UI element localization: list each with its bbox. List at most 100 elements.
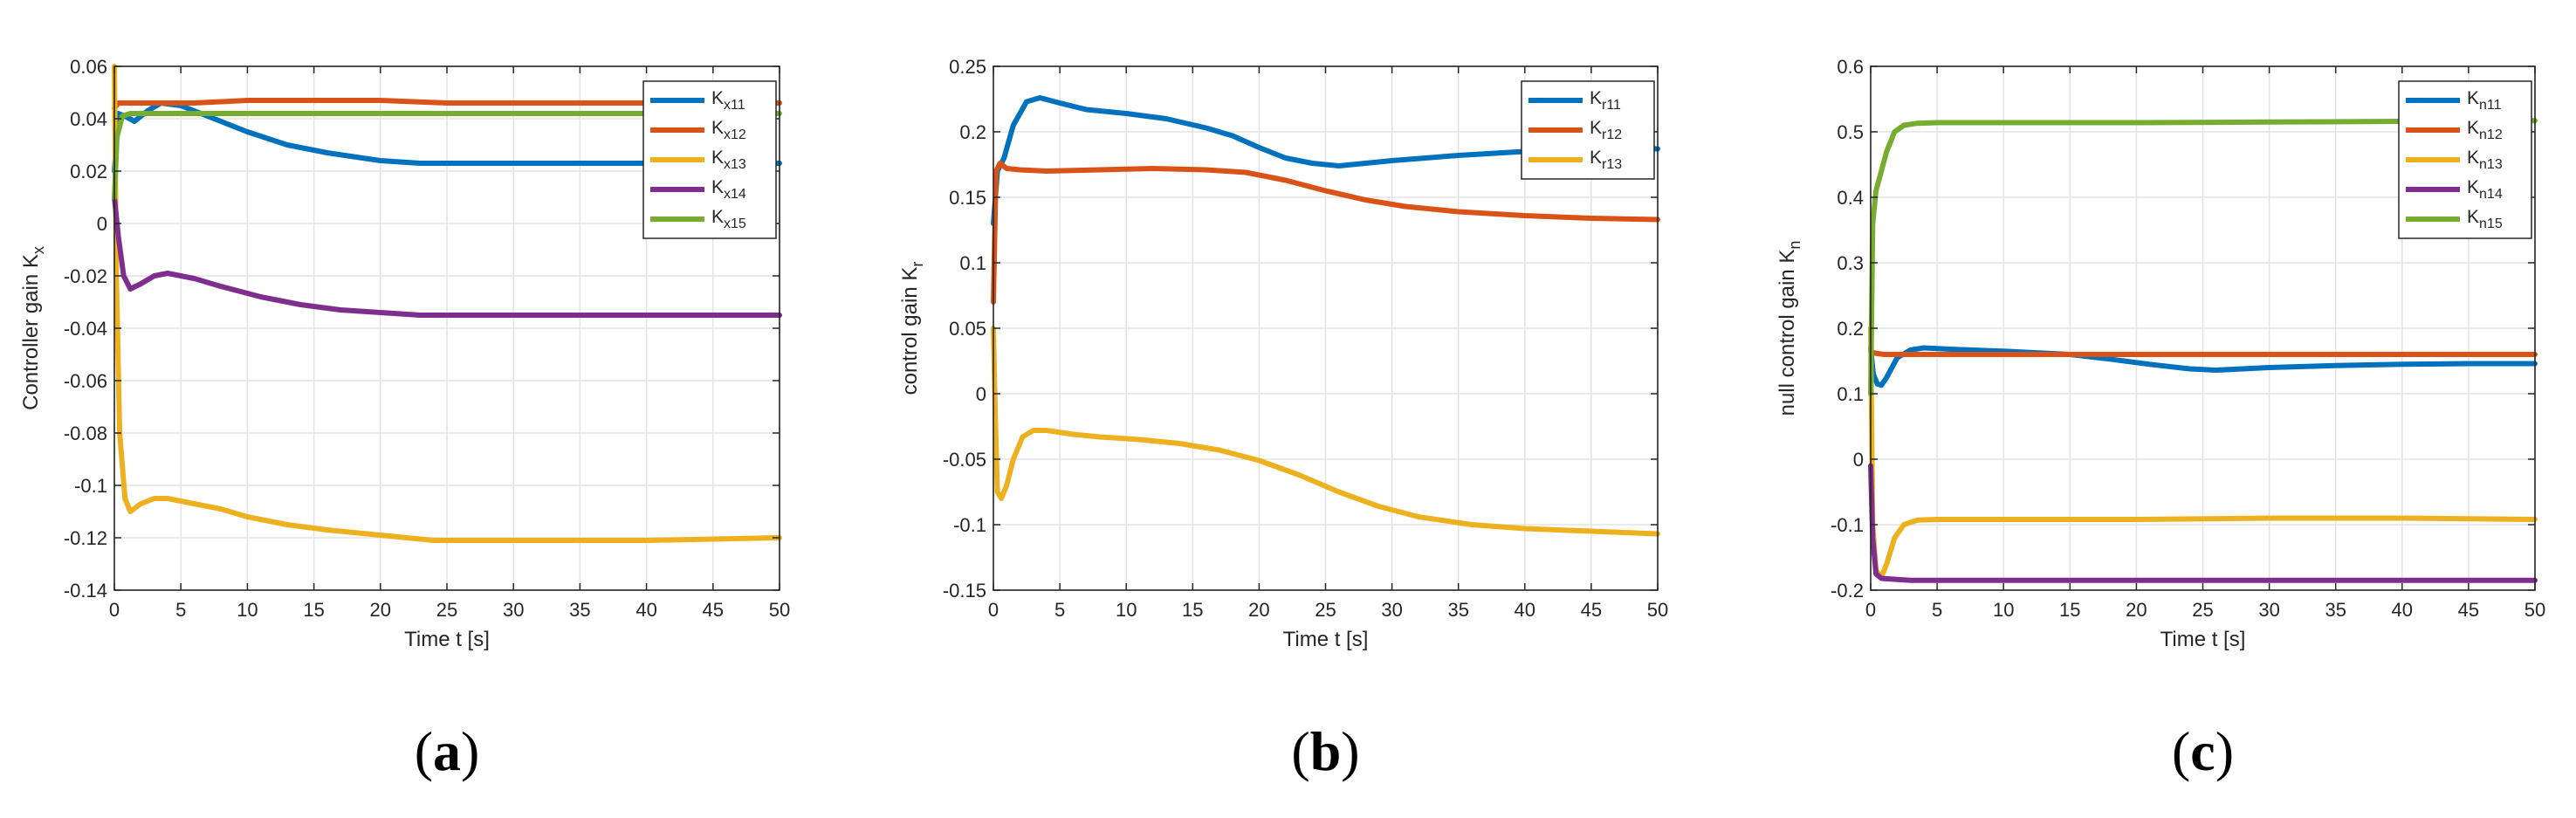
legend-entry-subscript: n11: [2479, 98, 2502, 113]
y-tick-label: 0.06: [70, 56, 107, 78]
series-line-kn15: [1868, 118, 2538, 396]
y-tick-label: 0: [1853, 449, 1864, 471]
y-tick-label: 0.5: [1837, 121, 1864, 143]
series-line-kx14: [112, 195, 782, 318]
y-tick-label: 0: [97, 213, 107, 235]
legend-entry-main: K: [2467, 88, 2479, 108]
legend-entry-subscript: r13: [1602, 157, 1622, 172]
y-tick-label: 0.05: [949, 318, 986, 340]
legend-entry-subscript: x13: [724, 157, 746, 172]
x-tick-label: 45: [1581, 599, 1602, 621]
legend-entry: Kn11: [2467, 88, 2502, 113]
y-tick-label: 0.4: [1837, 187, 1864, 209]
y-axis-label: control gain Kr: [898, 262, 926, 395]
y-tick-label: 0: [976, 383, 986, 405]
y-tick-label: -0.1: [1831, 514, 1864, 536]
legend-entry: Kr12: [1590, 118, 1622, 142]
x-tick-label: 50: [769, 599, 790, 621]
x-axis-label: Time t [s]: [404, 628, 490, 651]
x-tick-label: 35: [2325, 599, 2346, 621]
legend-entry-main: K: [2467, 118, 2479, 138]
x-tick-label: 35: [1447, 599, 1468, 621]
chart-panel-a: 0 5 10 15 20 25 30 35 40 45 50 -0.14 -0.12 -0.1 -0.08 -…: [19, 56, 790, 782]
legend-entry-subscript: n14: [2479, 187, 2503, 202]
series-line-kr11: [991, 95, 1660, 226]
y-tick-label: -0.1: [74, 475, 107, 497]
panel-label-open-paren: (: [415, 720, 433, 782]
legend-entry-subscript: x12: [724, 127, 746, 142]
x-tick-label: 10: [237, 599, 258, 621]
panel-label-open-paren: (: [1291, 720, 1309, 782]
legend-entry-main: K: [711, 207, 724, 227]
x-tick-label: 10: [1993, 599, 2014, 621]
x-tick-label: 30: [503, 599, 524, 621]
y-tick-label: 0.15: [949, 187, 986, 209]
x-tick-label: 40: [1515, 599, 1535, 621]
series-line-kx13: [112, 64, 782, 543]
x-tick-label: 5: [175, 599, 186, 621]
legend-entry-main: K: [2467, 177, 2479, 197]
legend-entry: Kx15: [711, 207, 746, 231]
y-tick-label: -0.05: [943, 449, 986, 471]
x-tick-label: 0: [1865, 599, 1876, 621]
y-tick-label: -0.14: [64, 580, 107, 601]
legend-entry: Kx14: [711, 177, 746, 202]
x-tick-label: 20: [1248, 599, 1269, 621]
legend-entry-main: K: [1590, 88, 1602, 108]
y-tick-label: 0.1: [1837, 383, 1864, 405]
y-tick-label: 0.25: [949, 56, 986, 78]
y-tick-label: -0.12: [64, 527, 107, 549]
legend-entry: Kn15: [2467, 207, 2503, 231]
series-line-kn12: [1868, 348, 2538, 357]
panel-label-close-paren: ): [2215, 720, 2234, 782]
y-tick-label: -0.2: [1831, 580, 1864, 601]
series-line-kx15: [112, 111, 782, 200]
y-axis-label-subscript: n: [1786, 241, 1803, 250]
legend-entry: Kr13: [1590, 148, 1622, 172]
x-tick-label: 15: [303, 599, 324, 621]
panel-label-letter: c: [2190, 720, 2215, 782]
x-tick-label: 20: [370, 599, 391, 621]
y-axis-label-subscript: x: [30, 246, 47, 254]
x-tick-label: 35: [569, 599, 590, 621]
x-tick-label: 25: [2192, 599, 2213, 621]
x-tick-label: 50: [2524, 599, 2545, 621]
y-axis-label-main: control gain K: [898, 267, 922, 395]
y-tick-label: 0.2: [959, 121, 986, 143]
x-tick-label: 45: [703, 599, 724, 621]
x-tick-label: 40: [635, 599, 656, 621]
y-tick-label: 0.6: [1837, 56, 1864, 78]
panel-label-close-paren: ): [1341, 720, 1359, 782]
y-axis-label-subscript: r: [909, 262, 926, 267]
series-line-kx12: [112, 98, 782, 111]
legend-entry: Kx11: [711, 88, 745, 113]
y-tick-label: 0.1: [959, 252, 986, 274]
panel-label-letter: a: [433, 720, 461, 782]
panel-label-open-paren: (: [2172, 720, 2190, 782]
y-tick-label: -0.06: [64, 370, 107, 392]
x-tick-label: 45: [2458, 599, 2479, 621]
y-tick-label: -0.04: [64, 318, 107, 340]
x-tick-label: 40: [2392, 599, 2413, 621]
legend-entry-subscript: r11: [1602, 98, 1621, 113]
x-tick-label: 0: [109, 599, 120, 621]
x-axis-label: Time t [s]: [2160, 628, 2246, 651]
legend-entry-main: K: [711, 118, 724, 138]
legend-entry-main: K: [711, 177, 724, 197]
panel-label: (c): [2172, 720, 2234, 782]
panel-label: (b): [1291, 720, 1359, 782]
series-line-kr13: [991, 326, 1660, 537]
y-tick-label: -0.1: [953, 514, 986, 536]
legend-entry-main: K: [1590, 118, 1602, 138]
legend-entry-subscript: r12: [1602, 127, 1622, 142]
y-axis-label: null control gain Kn: [1776, 241, 1803, 416]
series-line-kn14: [1868, 463, 2538, 583]
y-tick-label: -0.15: [943, 580, 986, 601]
legend-entry-main: K: [711, 148, 724, 168]
y-tick-label: -0.08: [64, 423, 107, 444]
y-tick-label: 0.3: [1837, 252, 1864, 274]
legend-entry-subscript: n12: [2479, 127, 2503, 142]
x-tick-label: 25: [436, 599, 457, 621]
